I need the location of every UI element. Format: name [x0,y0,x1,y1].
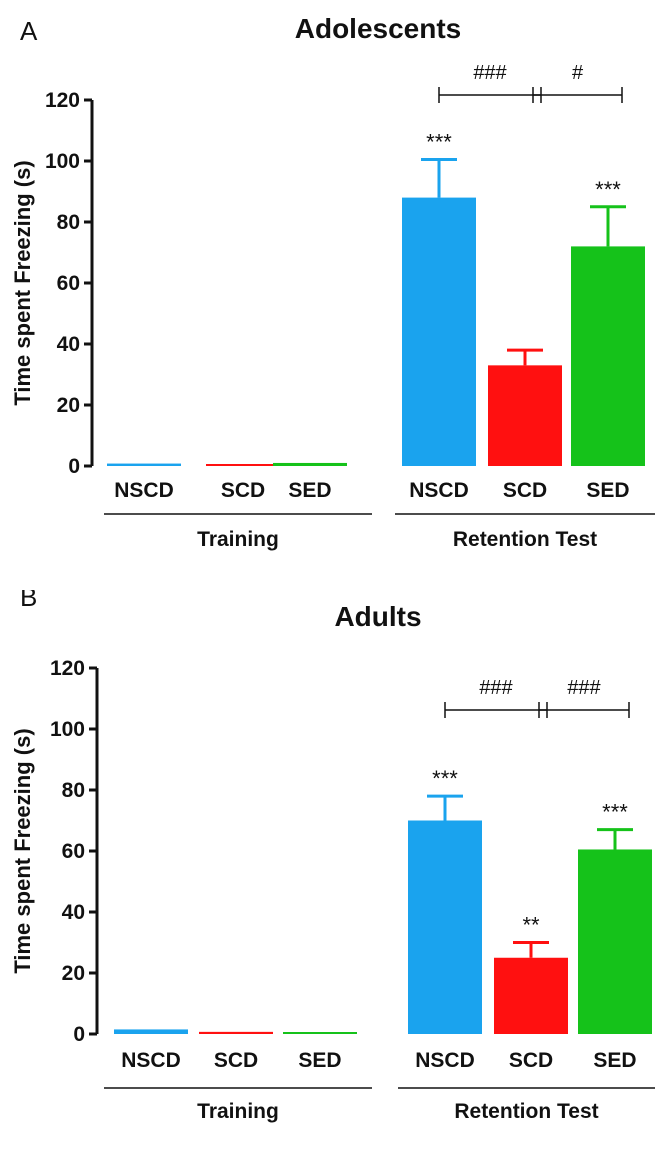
bar-training-sed [273,462,347,466]
y-tick-label: 100 [45,150,80,173]
bar-retention-test-sed [571,246,645,466]
bar-retention-test-sed [578,849,652,1034]
bar-retention-test-scd [488,365,562,466]
panel-label: A [20,16,38,46]
category-label: SCD [503,479,547,502]
y-tick-label: 80 [57,211,80,234]
bar-retention-test-nscd [402,197,476,466]
y-tick-label: 60 [62,840,85,863]
comparison-label: # [572,62,584,84]
category-label: SED [298,1049,341,1072]
category-label: SCD [221,479,265,502]
category-label: SCD [509,1049,553,1072]
category-label: NSCD [121,1049,181,1072]
group-label: Retention Test [454,1100,598,1123]
bar-training-scd [199,1031,273,1034]
y-tick-label: 120 [45,89,80,112]
category-label: NSCD [409,479,469,502]
group-label: Training [197,528,279,551]
bar-training-nscd [114,1029,188,1034]
bar-training-nscd [107,463,181,466]
significance-mark: *** [432,766,458,791]
category-label: SCD [214,1049,258,1072]
y-tick-label: 100 [50,718,85,741]
significance-mark: *** [595,177,621,202]
y-tick-label: 0 [68,455,80,478]
category-label: SED [288,479,331,502]
y-axis-label: Time spent Freezing (s) [10,160,35,405]
chart-title: Adolescents [295,13,462,44]
category-label: NSCD [415,1049,475,1072]
panel-label: B [20,590,37,612]
significance-mark: *** [602,800,628,825]
comparison-label: ### [479,677,513,699]
y-tick-label: 20 [62,962,85,985]
bar-training-scd [206,464,280,466]
bar-retention-test-scd [494,957,568,1034]
y-tick-label: 120 [50,657,85,680]
y-axis-label: Time spent Freezing (s) [10,728,35,973]
y-tick-label: 20 [57,394,80,417]
significance-mark: *** [426,129,452,154]
group-label: Training [197,1100,279,1123]
y-tick-label: 40 [57,333,80,356]
category-label: SED [593,1049,636,1072]
chart-title: Adults [334,601,421,632]
y-tick-label: 0 [73,1023,85,1046]
comparison-label: ### [567,677,601,699]
bar-training-sed [283,1032,357,1034]
chart-adults: B Adults Time spent Freezing (s) 0 20 40 60 80 1… [10,582,655,1123]
y-tick-label: 60 [57,272,80,295]
group-label: Retention Test [453,528,597,551]
chart-adolescents: A Adolescents Time spent Freezing (s) 0 20 40… [10,13,655,551]
panel-a: A Adolescents Time spent Freezing (s) 0 20 40… [0,0,655,560]
panel-b: B Adults Time spent Freezing (s) 0 20 40 60 80 1… [0,582,655,1150]
bar-retention-test-nscd [408,820,482,1034]
y-tick-label: 40 [62,901,85,924]
comparison-label: ### [473,62,507,84]
category-label: NSCD [114,479,174,502]
y-tick-label: 80 [62,779,85,802]
significance-mark: ** [522,913,540,938]
category-label: SED [586,479,629,502]
